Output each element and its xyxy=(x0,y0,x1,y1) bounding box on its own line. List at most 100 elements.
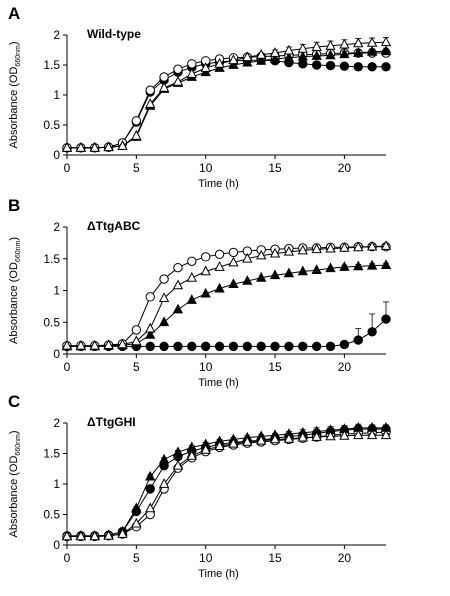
y-tick-label: 1 xyxy=(53,88,60,102)
data-point xyxy=(117,338,128,349)
data-point xyxy=(256,434,267,445)
data-point xyxy=(270,341,280,352)
series-filled-circle xyxy=(62,424,391,541)
data-point xyxy=(325,262,336,273)
data-point xyxy=(159,274,169,284)
series-filled-triangle xyxy=(61,259,392,351)
series-open-circle xyxy=(62,241,391,351)
series-line xyxy=(67,245,387,347)
data-point xyxy=(269,53,281,63)
x-tick-label: 15 xyxy=(268,551,282,565)
data-point xyxy=(200,252,211,262)
data-point xyxy=(283,245,295,256)
data-point xyxy=(145,470,156,481)
data-point xyxy=(242,436,253,446)
data-point xyxy=(380,45,392,56)
data-point xyxy=(256,341,266,352)
data-point xyxy=(228,256,239,267)
data-point xyxy=(228,278,239,288)
x-tick-label: 15 xyxy=(268,161,282,175)
series-line xyxy=(67,434,386,537)
y-tick-label: 0 xyxy=(53,347,60,361)
data-point xyxy=(214,57,225,68)
data-point xyxy=(200,443,211,454)
series-open-triangle xyxy=(61,240,392,350)
data-point xyxy=(131,129,142,140)
data-point xyxy=(311,264,322,274)
data-point xyxy=(158,292,170,302)
data-point xyxy=(339,429,350,440)
data-point xyxy=(298,341,308,352)
data-point xyxy=(381,314,391,324)
data-point xyxy=(173,64,183,74)
y-tick-label: 0.5 xyxy=(43,118,60,132)
data-point xyxy=(61,141,73,152)
data-point xyxy=(380,259,392,269)
data-point xyxy=(214,249,225,260)
y-axis-title: Absorbance (OD660nm) xyxy=(8,41,22,148)
data-point xyxy=(339,38,350,49)
data-point xyxy=(353,335,363,345)
data-point xyxy=(325,60,336,71)
y-tick-label: 2 xyxy=(53,220,60,234)
data-point xyxy=(200,265,211,276)
data-point xyxy=(256,271,267,282)
data-point xyxy=(158,478,170,488)
data-point xyxy=(366,240,378,251)
data-point xyxy=(131,517,142,528)
data-point xyxy=(380,36,392,47)
data-point xyxy=(339,48,350,59)
data-point xyxy=(131,502,142,513)
data-point xyxy=(381,62,391,72)
x-tick-label: 20 xyxy=(338,551,352,565)
series-line xyxy=(67,431,387,537)
data-point xyxy=(214,261,225,271)
data-point xyxy=(353,37,364,48)
data-point xyxy=(145,484,155,494)
data-point xyxy=(186,271,197,282)
x-tick-label: 0 xyxy=(64,161,71,175)
data-point xyxy=(131,325,142,335)
data-point xyxy=(283,433,295,443)
series-line xyxy=(67,318,387,347)
data-point xyxy=(269,47,281,57)
data-point xyxy=(61,339,73,350)
data-point xyxy=(214,341,225,352)
data-point xyxy=(284,341,294,352)
series-line xyxy=(67,264,387,347)
x-tick-label: 20 xyxy=(338,360,352,374)
x-axis-title: Time (h) xyxy=(198,377,239,389)
y-tick-label: 0.5 xyxy=(43,508,60,522)
data-point xyxy=(353,429,364,440)
data-point xyxy=(145,502,156,513)
data-point xyxy=(173,341,183,352)
data-point xyxy=(311,41,322,51)
data-point xyxy=(269,433,281,444)
data-point xyxy=(145,341,155,352)
y-tick-label: 2 xyxy=(53,416,60,430)
data-point xyxy=(353,47,364,57)
data-point xyxy=(158,81,170,92)
y-tick-label: 0 xyxy=(53,148,60,162)
series-line xyxy=(67,246,386,347)
data-point xyxy=(200,62,211,72)
x-tick-label: 5 xyxy=(133,161,140,175)
data-point xyxy=(186,68,197,78)
data-point xyxy=(283,44,295,55)
x-tick-label: 5 xyxy=(133,551,140,565)
data-point xyxy=(311,60,322,70)
data-point xyxy=(103,141,114,152)
data-point xyxy=(311,341,322,352)
x-tick-label: 0 xyxy=(64,551,71,565)
data-point xyxy=(256,54,267,65)
y-tick-label: 2 xyxy=(53,28,60,42)
series-filled-triangle xyxy=(61,422,392,540)
x-tick-label: 0 xyxy=(64,360,71,374)
y-tick-label: 1 xyxy=(53,284,60,298)
data-point xyxy=(353,260,364,271)
data-point xyxy=(366,36,378,47)
data-point xyxy=(228,59,239,69)
data-point xyxy=(187,256,197,266)
